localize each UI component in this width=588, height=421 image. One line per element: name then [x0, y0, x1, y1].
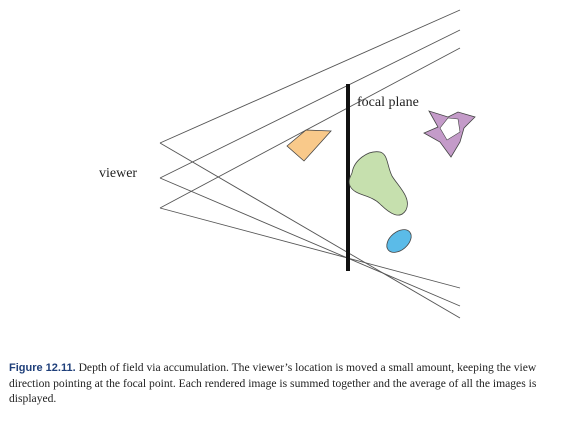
ray-upper-2 [159, 29, 461, 179]
ray-lower-2 [159, 177, 461, 307]
orange-quad-shape [286, 129, 332, 162]
figure-caption: Figure 12.11. Depth of field via accumul… [9, 360, 579, 406]
figure-diagram: viewer focal plane [99, 9, 476, 319]
ray-lower-3 [159, 207, 461, 289]
ray-upper-3 [159, 47, 461, 209]
view-rays [159, 9, 461, 319]
viewer-label: viewer [99, 166, 137, 181]
caption-text: Depth of field via accumulation. The vie… [9, 361, 537, 405]
star-inner-pentagon [439, 117, 461, 141]
ray-lower-1 [159, 142, 461, 319]
caption-label: Figure 12.11. [9, 362, 76, 374]
focal-plane-label: focal plane [357, 95, 419, 110]
green-blob-shape [348, 151, 408, 216]
ray-upper-1 [159, 9, 461, 144]
blue-ellipse-shape [386, 229, 412, 253]
